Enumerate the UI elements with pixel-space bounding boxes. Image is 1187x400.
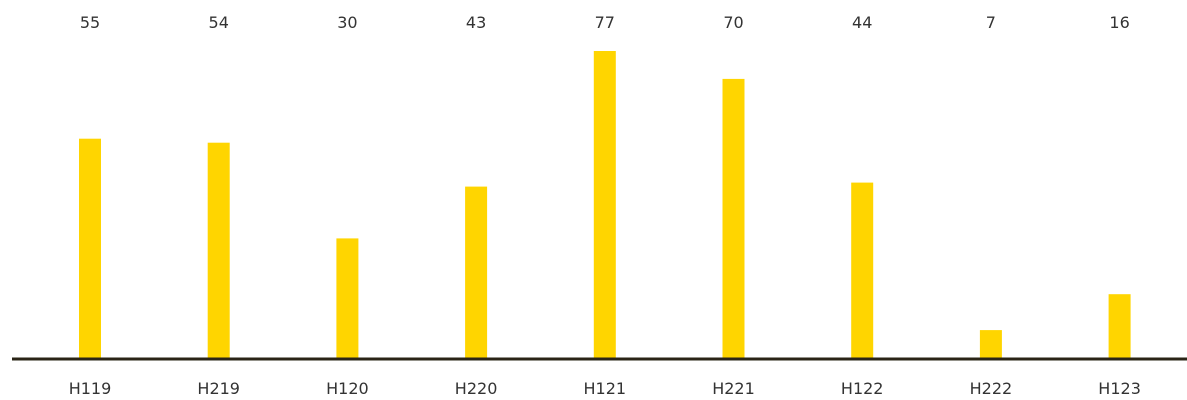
value-label-h222: 7 bbox=[986, 13, 996, 32]
value-label-h122: 44 bbox=[852, 13, 872, 32]
bar-h121 bbox=[593, 51, 616, 358]
bar-h220 bbox=[465, 186, 488, 358]
x-tick-label-h222: H222 bbox=[970, 379, 1013, 398]
bar-h219 bbox=[207, 142, 230, 358]
tick-labels-layer: H119 H219 H120 H220 H121 H221 H122 H222 H123 bbox=[69, 379, 1141, 398]
x-tick-label-h123: H123 bbox=[1098, 379, 1141, 398]
value-label-h221: 70 bbox=[723, 13, 743, 32]
value-labels-layer: 55 54 30 43 77 70 44 7 16 bbox=[80, 13, 1130, 32]
x-tick-label-h122: H122 bbox=[841, 379, 884, 398]
value-label-h123: 16 bbox=[1109, 13, 1129, 32]
x-tick-label-h220: H220 bbox=[455, 379, 498, 398]
value-label-h219: 54 bbox=[209, 13, 229, 32]
bars-layer bbox=[79, 51, 1131, 359]
value-label-h120: 30 bbox=[337, 13, 357, 32]
x-tick-label-h221: H221 bbox=[712, 379, 755, 398]
bar-h123 bbox=[1108, 294, 1131, 358]
value-label-h119: 55 bbox=[80, 13, 100, 32]
x-tick-label-h119: H119 bbox=[69, 379, 112, 398]
bar-h221 bbox=[722, 78, 745, 359]
x-tick-label-h120: H120 bbox=[326, 379, 369, 398]
x-tick-label-h219: H219 bbox=[197, 379, 240, 398]
bar-h122 bbox=[851, 182, 874, 358]
bar-h119 bbox=[79, 138, 101, 358]
bar-h120 bbox=[336, 238, 359, 358]
value-label-h121: 77 bbox=[595, 13, 615, 32]
value-label-h220: 43 bbox=[466, 13, 486, 32]
bar-h222 bbox=[979, 330, 1002, 358]
x-tick-label-h121: H121 bbox=[584, 379, 627, 398]
